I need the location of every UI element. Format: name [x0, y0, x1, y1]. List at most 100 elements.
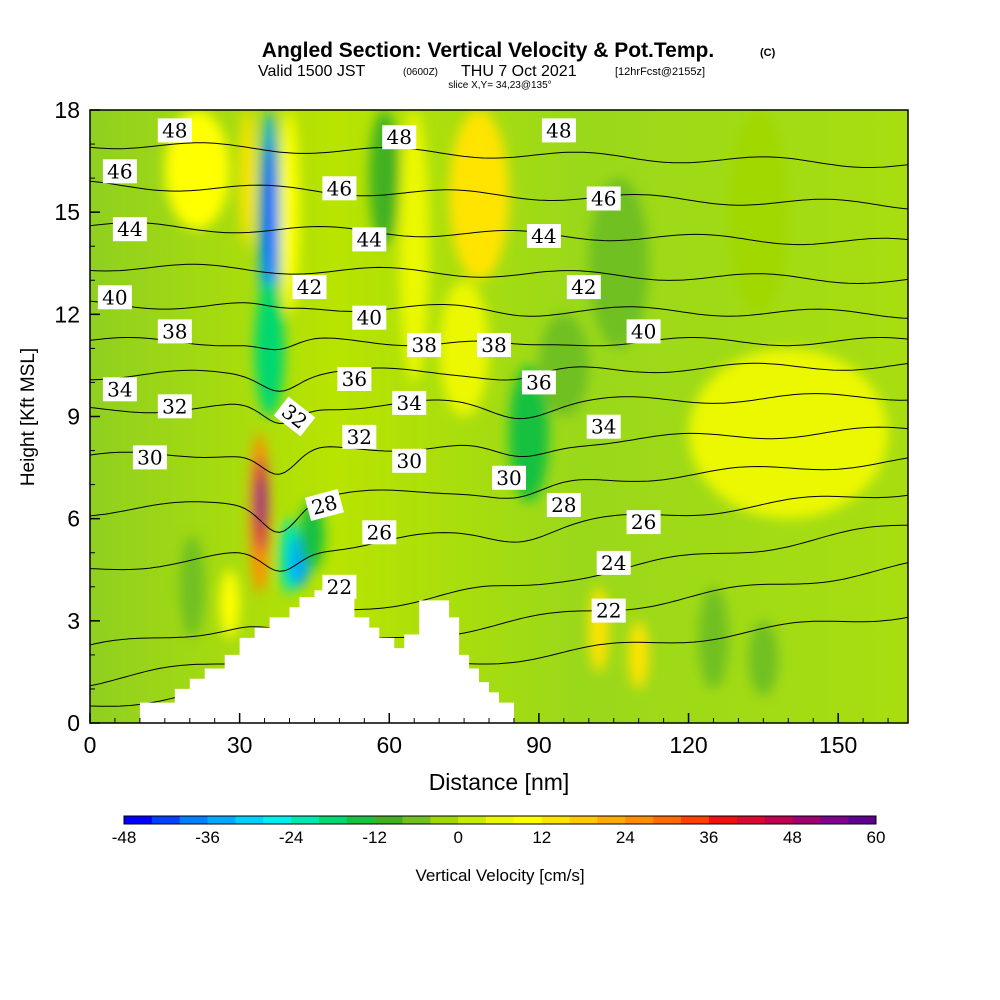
contour-label-text: 26 — [631, 510, 656, 534]
contour-label: 44 — [526, 224, 561, 248]
contour-label-text: 46 — [327, 176, 352, 200]
y-tick-label: 3 — [67, 608, 80, 634]
velocity-cell — [254, 280, 285, 417]
y-tick-label: 9 — [67, 404, 80, 430]
velocity-cell — [628, 620, 649, 689]
contour-label: 38 — [477, 333, 511, 357]
contour-label-text: 44 — [531, 224, 556, 248]
contour-label-text: 46 — [591, 187, 616, 211]
contour-label: 44 — [352, 227, 387, 252]
colorbar-tick-label: 36 — [699, 828, 718, 847]
colorbar-swatch — [541, 816, 570, 824]
velocity-cell — [588, 178, 649, 349]
contour-label: 40 — [352, 305, 387, 330]
velocity-cell — [399, 110, 430, 383]
contour-label-text: 44 — [117, 217, 142, 241]
contour-label-text: 36 — [526, 370, 551, 394]
contour-label-text: 30 — [396, 449, 421, 473]
contour-label: 30 — [392, 448, 427, 473]
chart-title-unit: (C) — [760, 47, 776, 59]
contour-label: 30 — [132, 445, 167, 470]
contour-label: 48 — [157, 118, 192, 143]
colorbar-tick-label: 0 — [453, 828, 462, 847]
contour-label-text: 38 — [411, 333, 436, 357]
contour-label-text: 34 — [591, 415, 616, 439]
colorbar-swatch — [653, 816, 682, 824]
colorbar-tick-label: -24 — [279, 828, 304, 847]
contour-label: 30 — [492, 465, 526, 490]
contour-label-text: 22 — [327, 575, 352, 599]
contour-label-text: 38 — [162, 319, 187, 343]
contour-label: 36 — [521, 370, 556, 395]
contour-label-text: 42 — [297, 275, 322, 299]
x-tick-label: 150 — [819, 732, 857, 758]
velocity-cell — [748, 620, 779, 696]
isentrope-line — [90, 362, 908, 392]
velocity-cell — [688, 348, 889, 519]
colorbar-label: Vertical Velocity [cm/s] — [415, 866, 584, 885]
colorbar-swatch — [848, 816, 877, 824]
forecast-info: [12hrFcst@2155z] — [615, 66, 705, 78]
colorbar-swatch — [430, 816, 459, 824]
velocity-field — [164, 110, 889, 696]
contour-label: 46 — [586, 186, 621, 211]
contour-label: 40 — [626, 319, 661, 344]
contour-label-text: 48 — [162, 118, 187, 142]
colorbar-ticks: -48 -36 -24 -12 0 12 24 36 48 60 — [112, 828, 886, 847]
contour-label-text: 36 — [342, 367, 367, 391]
contour-label: 26 — [626, 510, 661, 535]
contour-label-text: 38 — [481, 333, 506, 357]
colorbar — [123, 815, 877, 825]
y-tick-label: 18 — [54, 97, 80, 123]
colorbar-swatch — [263, 816, 292, 824]
contour-label: 48 — [382, 125, 417, 150]
colorbar-tick-label: 24 — [616, 828, 635, 847]
y-tick-label: 15 — [54, 199, 80, 225]
contour-label-text: 24 — [601, 551, 626, 575]
contour-label: 44 — [112, 217, 147, 242]
contour-label: 46 — [322, 176, 357, 201]
contour-label: 42 — [292, 275, 327, 300]
contour-label-text: 30 — [496, 466, 521, 490]
colorbar-tick-label: -48 — [112, 828, 137, 847]
contour-label-text: 34 — [107, 377, 132, 401]
contour-label-text: 46 — [107, 159, 132, 183]
valid-prefix: Valid 1500 JST — [258, 63, 366, 80]
contour-label: 32 — [157, 394, 192, 419]
colorbar-swatch — [179, 816, 208, 824]
contour-label-text: 40 — [357, 306, 382, 330]
contour-label: 34 — [102, 377, 137, 402]
x-axis: 0 30 60 90 120 150 — [84, 713, 889, 758]
contour-label-text: 44 — [357, 227, 382, 251]
x-tick-label: 60 — [376, 732, 402, 758]
colorbar-swatch — [513, 816, 543, 824]
contour-label-text: 32 — [347, 425, 372, 449]
y-tick-label: 0 — [67, 710, 80, 736]
contour-label: 42 — [566, 275, 601, 300]
contour-label: 38 — [157, 319, 192, 344]
isentrope-line — [90, 524, 908, 646]
velocity-cell — [279, 110, 300, 315]
colorbar-swatch — [569, 816, 598, 824]
velocity-cell — [728, 110, 789, 315]
colorbar-swatch — [764, 816, 793, 824]
velocity-cell — [219, 569, 240, 638]
colorbar-swatch — [458, 816, 487, 824]
velocity-cell — [449, 110, 509, 281]
x-axis-label: Distance [nm] — [429, 769, 570, 795]
colorbar-swatch — [597, 816, 626, 824]
x-tick-label: 90 — [526, 732, 552, 758]
velocity-cell — [239, 110, 255, 247]
colorbar-tick-label: 48 — [783, 828, 802, 847]
colorbar-swatch — [374, 816, 403, 824]
x-tick-label: 0 — [84, 732, 97, 758]
velocity-cell — [439, 280, 490, 417]
isentrope-line — [90, 426, 908, 475]
colorbar-frame — [123, 815, 877, 825]
isentrope-line — [90, 180, 908, 210]
contour-label: 34 — [392, 390, 427, 415]
isentrope-line — [90, 142, 908, 168]
contour-label: 28 — [304, 489, 344, 521]
contour-label: 38 — [407, 333, 442, 357]
valid-utc: (0600Z) — [403, 67, 438, 78]
